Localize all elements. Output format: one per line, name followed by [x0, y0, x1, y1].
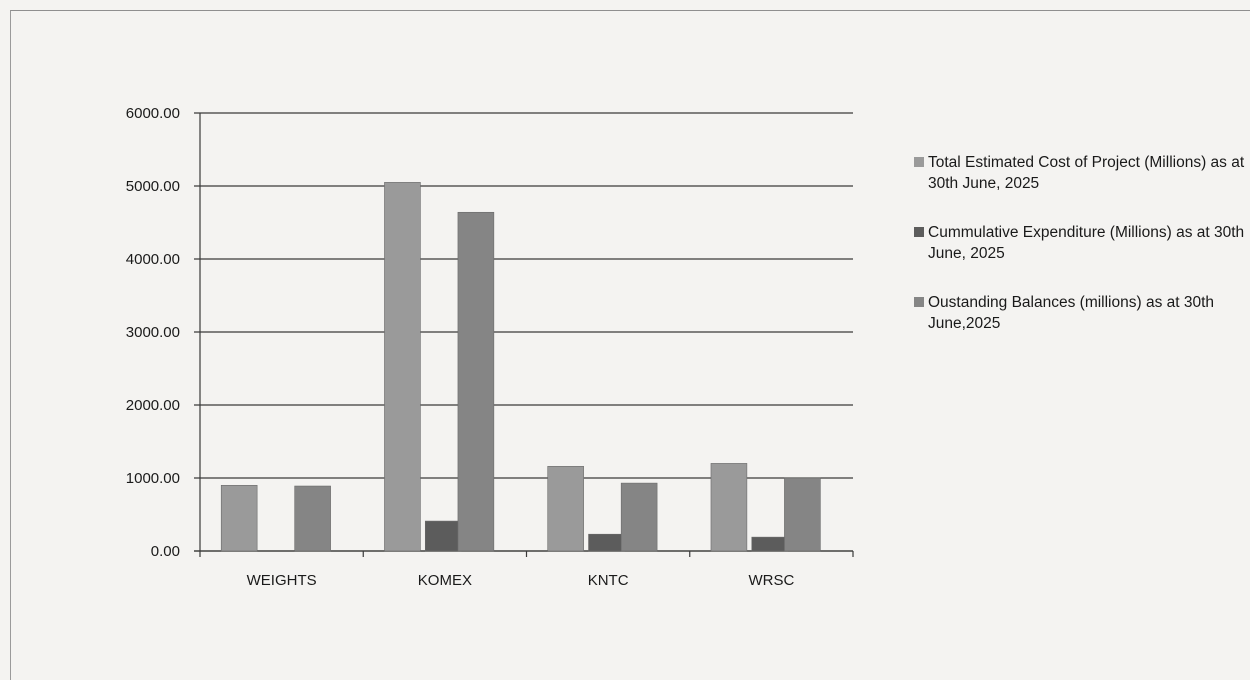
legend-item-total-estimated-cost: Total Estimated Cost of Project (Million… — [912, 152, 1247, 194]
bar-komex-series-2 — [424, 520, 462, 552]
legend-label-total-estimated-cost: Total Estimated Cost of Project (Million… — [928, 154, 1245, 192]
legend-item-outstanding-balances: Oustanding Balances (millions) as at 30t… — [912, 292, 1247, 334]
bar-wrsc-series-2 — [751, 536, 788, 552]
y-tick-label: 0.00 — [151, 543, 180, 560]
x-category-label: WEIGHTS — [247, 572, 317, 589]
x-category-label: WRSC — [748, 572, 794, 589]
bar-komex-series-3 — [457, 211, 495, 552]
legend-item-cumulative-expenditure: Cummulative Expenditure (Millions) as at… — [912, 222, 1247, 264]
bar-kntc-series-1 — [547, 466, 584, 552]
y-tick-label: 3000.00 — [126, 324, 180, 341]
bar-wrsc-series-3 — [784, 477, 821, 552]
legend-label-outstanding-balances: Oustanding Balances (millions) as at 30t… — [928, 294, 1215, 332]
x-category-label: KNTC — [588, 572, 629, 589]
y-tick-label: 2000.00 — [126, 397, 180, 414]
bar-komex-series-1 — [384, 182, 421, 552]
bar-wrsc-series-1 — [710, 463, 748, 552]
legend-swatch-cumulative-expenditure — [914, 227, 924, 237]
chart-legend: Total Estimated Cost of Project (Million… — [912, 152, 1247, 362]
legend-swatch-outstanding-balances — [914, 297, 924, 307]
bar-kntc-series-3 — [620, 482, 658, 552]
x-category-label: KOMEX — [418, 572, 472, 589]
y-tick-label: 1000.00 — [126, 470, 180, 487]
y-tick-label: 5000.00 — [126, 178, 180, 195]
legend-swatch-total-estimated-cost — [914, 157, 924, 167]
bar-weights-series-3 — [294, 485, 331, 552]
y-tick-label: 6000.00 — [126, 105, 180, 122]
legend-label-cumulative-expenditure: Cummulative Expenditure (Millions) as at… — [928, 224, 1245, 262]
chart-frame — [10, 10, 1250, 680]
bar-kntc-series-2 — [588, 533, 625, 552]
bar-weights-series-1 — [220, 484, 258, 552]
y-tick-label: 4000.00 — [126, 251, 180, 268]
